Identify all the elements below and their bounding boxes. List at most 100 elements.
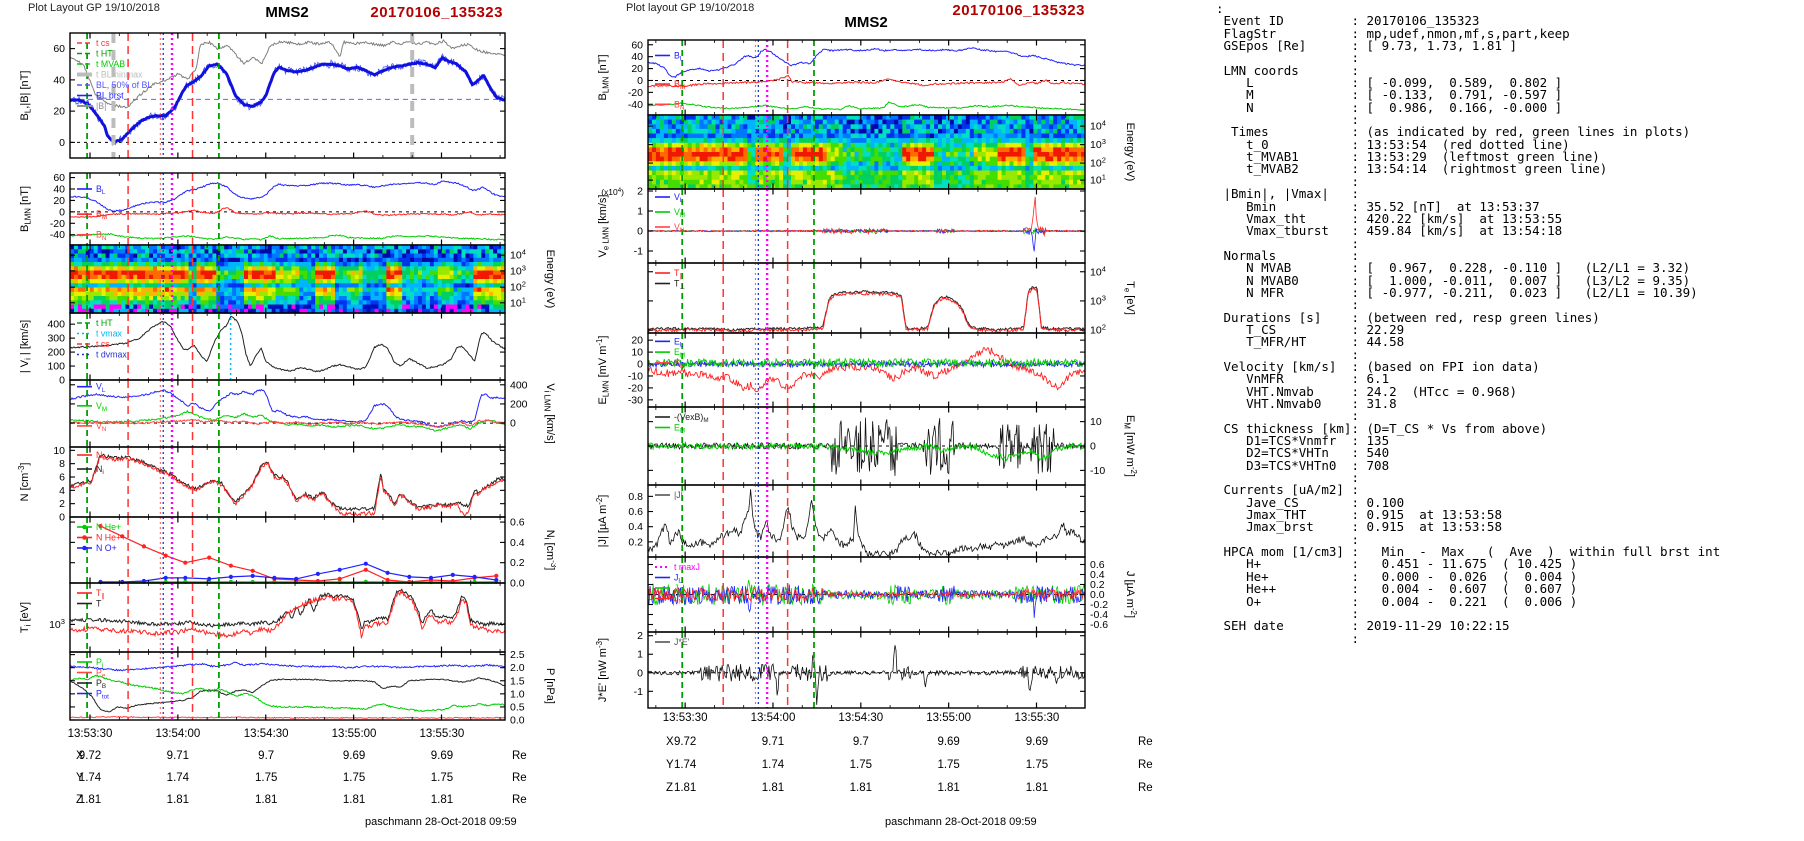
svg-text:0: 0 <box>510 418 516 430</box>
svg-text:BL: BL <box>674 50 684 62</box>
info-line: : <box>1216 50 1359 66</box>
svg-text:101: 101 <box>1090 173 1106 187</box>
svg-text:40: 40 <box>53 184 65 196</box>
pos-value: 1.81 <box>166 794 190 806</box>
svg-text:101: 101 <box>510 295 526 309</box>
svg-text:BL,|B| [nT]: BL,|B| [nT] <box>19 71 33 121</box>
svg-text:JL: JL <box>674 573 682 585</box>
time-tick-label: 13:54:30 <box>838 712 884 724</box>
time-tick-label: 13:54:00 <box>750 712 796 724</box>
svg-text:20: 20 <box>631 63 643 75</box>
svg-text:N [cm-3]: N [cm-3] <box>17 463 31 502</box>
pos-value: 1.75 <box>937 759 960 771</box>
middle-panel-jdote: 2 1 0 -1 J*E' [nW m-3] J*E' <box>595 630 1086 709</box>
svg-text:-10: -10 <box>1090 465 1105 477</box>
svg-text:60: 60 <box>53 172 65 184</box>
pos-value: 1.75 <box>430 772 454 784</box>
svg-text:BM: BM <box>674 79 685 91</box>
svg-text:2.5: 2.5 <box>510 649 525 661</box>
svg-text:102: 102 <box>1090 156 1106 170</box>
svg-text:10: 10 <box>631 347 643 359</box>
svg-text:0.5: 0.5 <box>510 701 525 713</box>
svg-text:40: 40 <box>53 74 65 86</box>
svg-text:4: 4 <box>59 485 65 497</box>
svg-text:60: 60 <box>631 39 643 51</box>
pos-value: 1.81 <box>254 794 278 806</box>
svg-text:-0.2: -0.2 <box>1090 599 1108 611</box>
svg-text:-20: -20 <box>628 382 643 394</box>
pos-value: 1.81 <box>78 794 102 806</box>
svg-text:VL: VL <box>674 192 684 204</box>
svg-text:VL: VL <box>96 382 106 394</box>
time-tick-label: 13:53:30 <box>662 712 708 724</box>
svg-text:J*E': J*E' <box>674 637 690 647</box>
info-line: Times : (as indicated by red, green line… <box>1216 124 1691 140</box>
left-panel-minor-ions: 0.6 0.4 0.2 0.0 Ni [cm-3] N He+N He++N O+ <box>69 516 556 590</box>
svg-text:Te [eV]: Te [eV] <box>1122 281 1136 315</box>
svg-text:1.0: 1.0 <box>510 688 525 700</box>
left-panel-ti: 103 Ti [eV] T∥T <box>19 582 506 653</box>
svg-text:-40: -40 <box>628 99 643 111</box>
svg-text:N He+: N He+ <box>96 522 121 532</box>
svg-text:400: 400 <box>510 379 528 391</box>
re-unit-label: Re <box>512 772 527 784</box>
svg-text:|J| [µA m-2]: |J| [µA m-2] <box>595 495 609 548</box>
svg-text:10: 10 <box>53 445 65 457</box>
svg-text:Ptot: Ptot <box>96 689 109 701</box>
info-line: Jmax_brst : 0.915 at 13:53:58 <box>1216 519 1502 535</box>
pos-value: 1.74 <box>166 772 190 784</box>
pos-value: 1.75 <box>254 772 278 784</box>
svg-text:BL brst: BL brst <box>96 91 124 101</box>
svg-text:200: 200 <box>510 398 528 410</box>
svg-text:t dvmax: t dvmax <box>96 350 127 360</box>
svg-text:(x104): (x104) <box>601 187 624 197</box>
info-line: Event ID : 20170106_135323 <box>1216 13 1480 29</box>
info-line: H+ : 0.451 - 11.675 ( 10.425 ) <box>1216 556 1578 572</box>
svg-text:100: 100 <box>47 361 65 373</box>
left-layout-label: Plot Layout GP 19/10/2018 <box>28 2 160 14</box>
info-line: N MFR : [ -0.977, -0.211, 0.023 ] (L2/L1… <box>1216 284 1698 300</box>
svg-text:|J|: |J| <box>674 490 683 500</box>
left-footer: paschmann 28-Oct-2018 09:59 <box>365 816 517 828</box>
svg-text:Pe: Pe <box>96 668 106 680</box>
info-line: : <box>1216 531 1359 547</box>
middle-panel-e-spectrogram: 104 103 102 101 Energy (eV) <box>647 114 1136 190</box>
svg-text:0: 0 <box>59 512 65 524</box>
middle-panel-jmag: 0.8 0.6 0.4 0.2 |J| [µA m-2] |J| <box>595 484 1086 558</box>
svg-text:20: 20 <box>631 335 643 347</box>
pos-row-label: Y <box>666 759 674 771</box>
svg-text:0.6: 0.6 <box>1090 559 1105 571</box>
svg-text:0.4: 0.4 <box>510 537 525 549</box>
svg-text:Pi: Pi <box>96 657 103 669</box>
pos-value: 9.69 <box>430 750 454 762</box>
info-line: |Bmin|, |Vmax| : <box>1216 186 1359 202</box>
svg-text:20: 20 <box>53 106 65 118</box>
svg-text:-40: -40 <box>50 229 65 241</box>
svg-text:-20: -20 <box>50 218 65 230</box>
info-line: : <box>1216 470 1359 486</box>
svg-text:VN: VN <box>96 421 107 433</box>
re-unit-label: Re <box>1138 782 1153 794</box>
info-line: Vmax_tburst : 459.84 [km/s] at 13:54:18 <box>1216 223 1563 239</box>
info-line: GSEpos [Re] : [ 9.73, 1.73, 1.81 ] <box>1216 38 1518 54</box>
svg-text:0: 0 <box>59 206 65 218</box>
info-line: t_0 : 13:53:54 (red dotted line) <box>1216 136 1570 152</box>
info-line: : <box>1216 408 1359 424</box>
svg-text:Ni [cm-3]: Ni [cm-3] <box>542 530 556 571</box>
svg-text:103: 103 <box>1090 293 1106 307</box>
svg-text:T: T <box>96 599 102 609</box>
svg-text:0.4: 0.4 <box>628 521 643 533</box>
left-panel-density: 0 246 810 N [cm-3] Ne Ni <box>17 445 506 524</box>
svg-text:1: 1 <box>637 206 643 218</box>
svg-text:Ni: Ni <box>96 464 104 476</box>
svg-text:BLMN [nT]: BLMN [nT] <box>19 186 33 232</box>
svg-text:1: 1 <box>637 649 643 661</box>
pos-value: 9.72 <box>673 736 697 748</box>
svg-text:-1: -1 <box>634 246 643 258</box>
svg-text:0: 0 <box>637 75 643 87</box>
info-line: : <box>1216 235 1359 251</box>
